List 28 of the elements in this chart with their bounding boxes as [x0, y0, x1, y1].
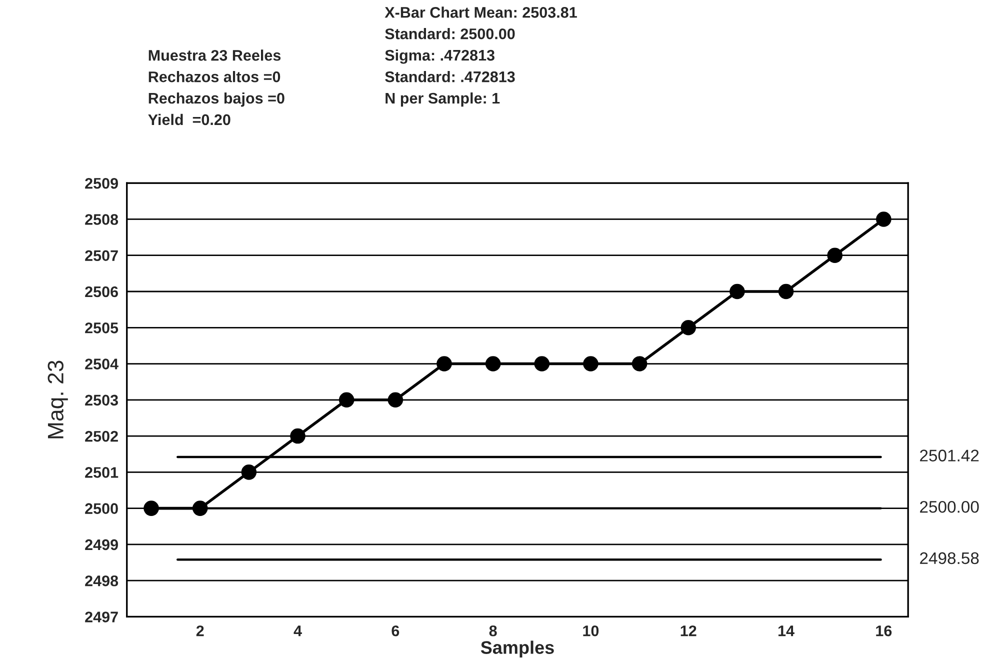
- x-tick-label: 2: [196, 625, 204, 636]
- ref-line-label: 2498.58: [920, 552, 979, 564]
- y-tick-label: 2503: [85, 394, 118, 406]
- y-tick-label: 2498: [85, 575, 118, 586]
- y-tick-label: 2507: [85, 250, 118, 262]
- y-tick-label: 2504: [85, 358, 118, 370]
- x-tick-label: 12: [680, 625, 696, 636]
- y-tick-label: 2497: [85, 612, 118, 622]
- ref-line-label: 2500.00: [920, 500, 979, 513]
- text: X-Bar Chart Mean: 2503.81 Standard: 2500.00 Sigma: .472813 Standard: .472813 N per Sample: 1: [384, 6, 577, 107]
- x-tick-label: 6: [392, 625, 400, 636]
- y-tick-label: 2500: [85, 503, 118, 514]
- x-tick-label: 14: [778, 626, 794, 636]
- y-tick-label: 2509: [85, 178, 118, 189]
- y-tick-label: 2508: [85, 214, 118, 225]
- ref-line-label: 2501.42: [920, 450, 979, 462]
- y-tick-label: 2501: [85, 467, 118, 478]
- x-tick-label: 8: [489, 625, 497, 636]
- y-tick-label: 2499: [85, 539, 118, 550]
- x-axis-title: Samples: [480, 640, 554, 658]
- y-tick-label: 2502: [85, 430, 118, 442]
- x-tick-label: 4: [294, 626, 302, 636]
- x-tick-label: 16: [876, 625, 892, 636]
- text: Muestra 23 Reeles Rechazos altos =0 Rechazos bajos =0 Yield =0.20: [148, 50, 284, 126]
- x-tick-label: 10: [583, 625, 599, 636]
- y-axis-title: Maq. 23: [48, 360, 68, 438]
- y-tick-label: 2505: [85, 322, 118, 334]
- y-tick-label: 2506: [85, 286, 118, 298]
